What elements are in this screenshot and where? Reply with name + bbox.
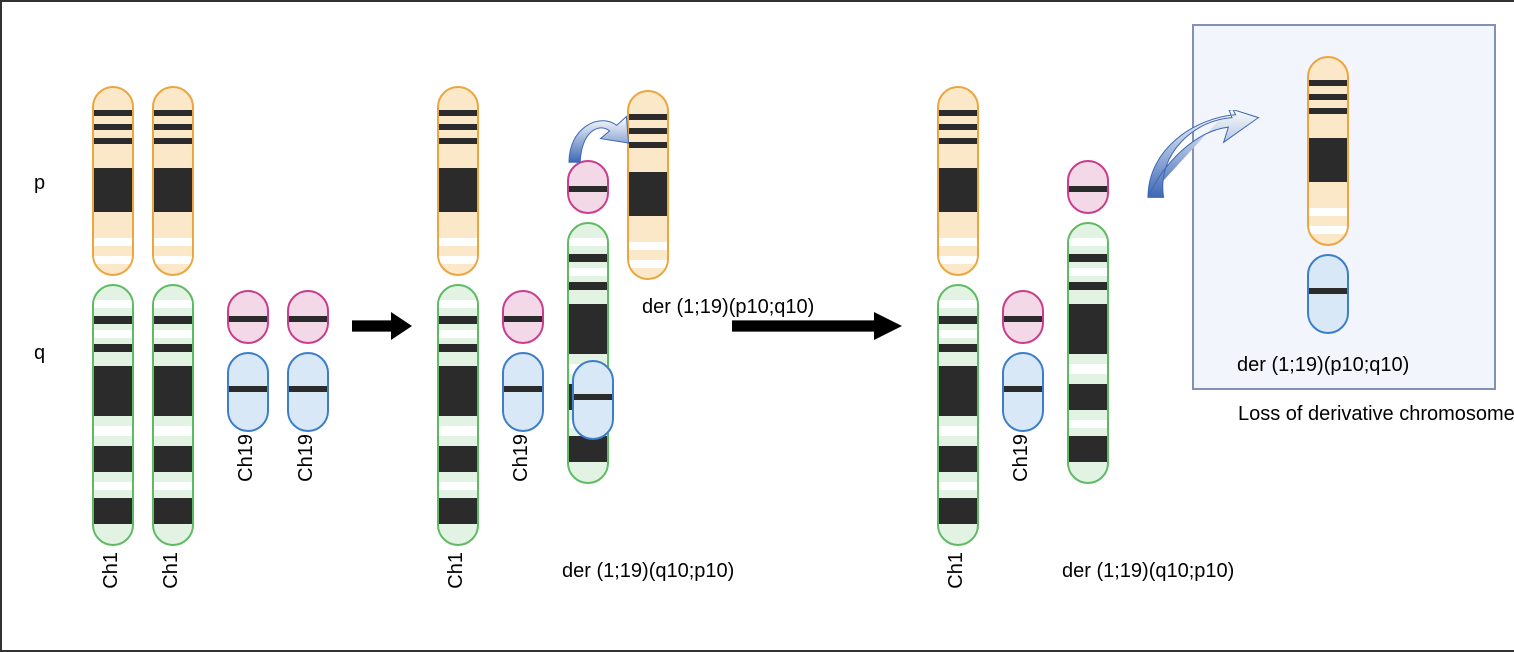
vertical-label: Ch19 xyxy=(1010,434,1033,482)
q-arm-label: q xyxy=(34,342,45,365)
ch1-q-arm xyxy=(937,284,979,546)
arrow-1 xyxy=(352,312,412,340)
arrow-2 xyxy=(732,312,902,340)
der-label: der (1;19)(q10;p10) xyxy=(562,560,734,583)
curved-arrow-1 xyxy=(562,110,632,165)
der-bottom-arm xyxy=(1307,254,1349,334)
der-top-arm xyxy=(1067,160,1109,214)
der-top-arm xyxy=(1307,56,1349,246)
ch1-p-arm xyxy=(92,86,134,276)
ch19-q-arm xyxy=(227,352,269,432)
der-label: der (1;19)(p10;q10) xyxy=(1237,354,1409,377)
ch19-q-arm xyxy=(502,352,544,432)
der-label: der (1;19)(q10;p10) xyxy=(1062,560,1234,583)
vertical-label: Ch1 xyxy=(100,552,123,589)
curved-arrow-2 xyxy=(1142,110,1262,205)
der-bottom-arm xyxy=(1067,222,1109,484)
der-split-bot xyxy=(572,360,614,440)
der-bottom-arm xyxy=(567,222,609,484)
ch19-p-arm xyxy=(227,290,269,344)
ch1-p-arm xyxy=(437,86,479,276)
ch1-q-arm xyxy=(152,284,194,546)
ch19-q-arm xyxy=(1002,352,1044,432)
loss-caption: Loss of derivative chromosome xyxy=(1238,402,1458,427)
vertical-label: Ch19 xyxy=(510,434,533,482)
ch1-p-arm xyxy=(937,86,979,276)
vertical-label: Ch1 xyxy=(160,552,183,589)
ch19-p-arm xyxy=(1002,290,1044,344)
der-top-arm xyxy=(567,160,609,214)
vertical-label: Ch1 xyxy=(445,552,468,589)
ch19-q-arm xyxy=(287,352,329,432)
ch1-p-arm xyxy=(152,86,194,276)
diagram-canvas: p q Ch1 Ch1 Ch19 Ch19 Ch1 Ch19 Ch1 Ch19 der (1;19)… xyxy=(0,0,1514,652)
ch19-p-arm xyxy=(502,290,544,344)
ch19-p-arm xyxy=(287,290,329,344)
der-split-top xyxy=(627,90,669,280)
p-arm-label: p xyxy=(34,172,45,195)
vertical-label: Ch1 xyxy=(945,552,968,589)
ch1-q-arm xyxy=(92,284,134,546)
ch1-q-arm xyxy=(437,284,479,546)
vertical-label: Ch19 xyxy=(235,434,258,482)
vertical-label: Ch19 xyxy=(295,434,318,482)
